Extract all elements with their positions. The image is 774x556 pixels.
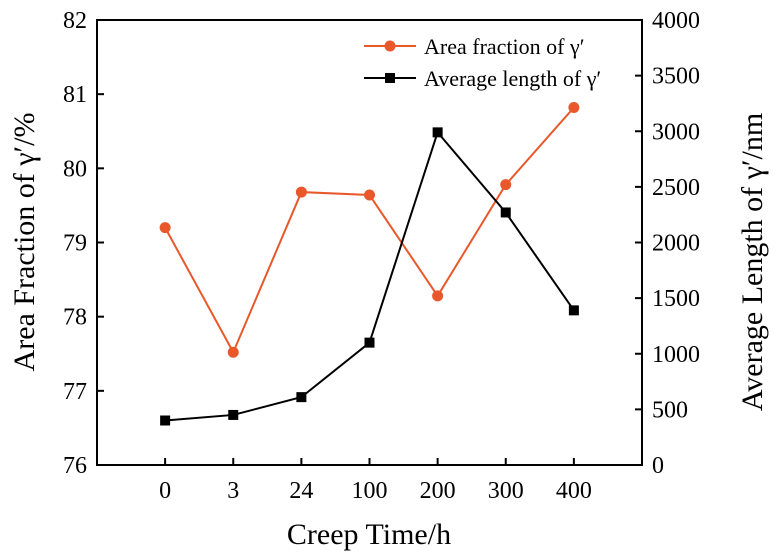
legend-label-area-fraction: Area fraction of γ′ bbox=[424, 34, 585, 59]
left-y-tick-label-82: 82 bbox=[63, 8, 87, 34]
point-area-fraction-200 bbox=[432, 290, 444, 302]
x-tick-label-400: 400 bbox=[556, 478, 592, 504]
left-y-tick-label-81: 81 bbox=[63, 82, 87, 108]
x-axis-title: Creep Time/h bbox=[287, 518, 451, 551]
left-y-tick-label-77: 77 bbox=[63, 379, 87, 405]
right-y-tick-label-0: 0 bbox=[652, 453, 664, 479]
x-tick-label-24: 24 bbox=[289, 478, 313, 504]
right-y-tick-label-4000: 4000 bbox=[652, 8, 700, 34]
x-tick-label-0: 0 bbox=[159, 478, 171, 504]
x-tick-label-300: 300 bbox=[488, 478, 524, 504]
x-tick-label-200: 200 bbox=[420, 478, 456, 504]
series-line-area-fraction bbox=[164, 106, 575, 355]
point-average-length-300 bbox=[500, 207, 511, 218]
right-y-tick-label-3000: 3000 bbox=[652, 119, 700, 145]
right-y-tick-label-2500: 2500 bbox=[652, 175, 700, 201]
x-tick-label-100: 100 bbox=[352, 478, 388, 504]
right-y-axis-title: Average Length of γ′/nm bbox=[736, 113, 769, 411]
left-y-tick-label-76: 76 bbox=[63, 453, 87, 479]
point-average-length-24 bbox=[296, 392, 307, 403]
point-area-fraction-100 bbox=[364, 189, 375, 201]
left-y-tick-label-79: 79 bbox=[63, 231, 87, 257]
legend-label-average-length: Average length of γ′ bbox=[424, 66, 601, 91]
point-area-fraction-300 bbox=[500, 179, 512, 191]
legend-marker-average-length bbox=[385, 73, 395, 83]
right-y-tick-label-500: 500 bbox=[652, 397, 688, 423]
point-area-fraction-3 bbox=[227, 346, 239, 358]
left-y-tick-label-78: 78 bbox=[63, 305, 87, 331]
left-y-tick-label-80: 80 bbox=[63, 156, 87, 182]
point-average-length-400 bbox=[568, 305, 579, 316]
legend: Area fraction of γ′ Average length of γ′ bbox=[364, 34, 601, 91]
point-area-fraction-400 bbox=[568, 102, 580, 114]
left-y-axis-title: Area Fraction of γ′/% bbox=[8, 113, 41, 372]
right-y-tick-label-1500: 1500 bbox=[652, 286, 700, 312]
point-average-length-100 bbox=[364, 337, 375, 348]
point-average-length-0 bbox=[160, 415, 171, 426]
legend-marker-area-fraction bbox=[384, 40, 396, 52]
point-area-fraction-0 bbox=[159, 222, 171, 234]
point-area-fraction-24 bbox=[295, 186, 307, 198]
point-average-length-200 bbox=[432, 127, 443, 138]
x-tick-label-3: 3 bbox=[227, 478, 239, 504]
right-y-tick-label-3500: 3500 bbox=[652, 64, 700, 90]
right-y-tick-label-2000: 2000 bbox=[652, 231, 700, 257]
right-y-tick-label-1000: 1000 bbox=[652, 342, 700, 368]
point-average-length-3 bbox=[228, 409, 239, 420]
